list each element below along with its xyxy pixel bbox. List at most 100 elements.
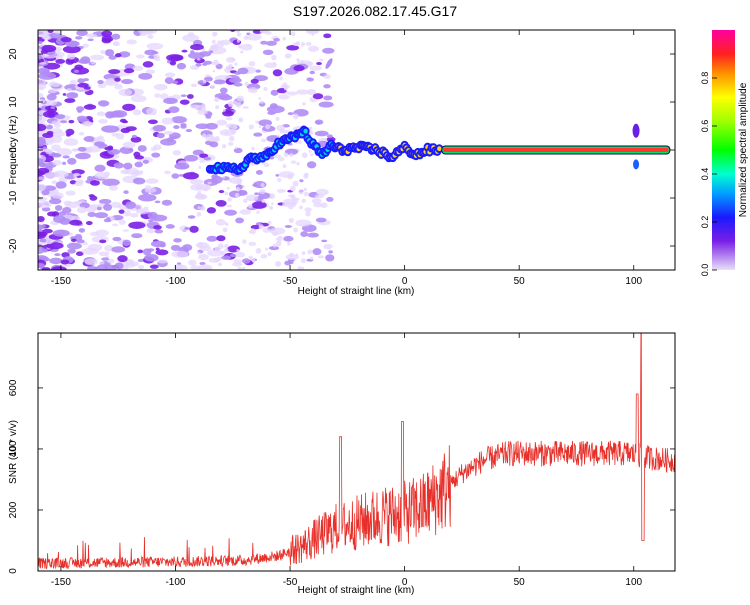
noise-blob	[147, 211, 158, 220]
noise-blob	[76, 251, 84, 257]
noise-speck	[296, 58, 300, 62]
noise-blob	[284, 225, 292, 228]
noise-blob	[313, 202, 323, 208]
noise-blob	[147, 34, 154, 39]
noise-speck	[224, 248, 229, 253]
noise-blob	[41, 44, 57, 53]
noise-blob	[83, 135, 96, 143]
noise-speck	[272, 62, 277, 66]
noise-blob	[260, 40, 268, 45]
noise-blob	[90, 54, 105, 61]
noise-speck	[265, 247, 268, 251]
noise-blob	[87, 175, 94, 181]
noise-blob	[320, 202, 328, 209]
noise-blob	[52, 159, 62, 166]
noise-speck	[225, 131, 229, 135]
noise-blob	[265, 40, 277, 46]
noise-blob	[285, 254, 299, 261]
noise-blob	[317, 255, 325, 259]
noise-blob	[198, 253, 209, 261]
noise-blob	[46, 211, 57, 217]
noise-speck	[289, 252, 294, 258]
noise-blob	[94, 164, 106, 172]
noise-blob	[263, 162, 270, 168]
noise-blob	[54, 46, 63, 52]
noise-blob	[143, 206, 149, 210]
noise-blob	[284, 260, 291, 266]
noise-blob	[305, 61, 314, 66]
noise-blob	[290, 160, 297, 164]
noise-blob	[262, 227, 271, 233]
noise-blob	[155, 249, 169, 256]
noise-blob	[190, 83, 197, 88]
noise-blob	[146, 42, 164, 50]
noise-speck	[228, 135, 235, 142]
spectrogram-ylabel: Frequency (Hz)	[8, 116, 19, 185]
colorbar-label: Normalized spectral amplitude	[738, 82, 749, 217]
snr-ytick-label: 200	[8, 501, 19, 518]
noise-blob	[48, 88, 57, 94]
noise-blob	[85, 221, 93, 226]
noise-blob	[132, 177, 146, 185]
noise-blob	[146, 228, 156, 234]
noise-blob	[316, 62, 322, 66]
noise-speck	[218, 262, 223, 267]
noise-blob	[101, 257, 110, 261]
noise-speck	[292, 180, 299, 187]
noise-blob	[326, 134, 333, 138]
noise-speck	[283, 152, 289, 157]
noise-blob	[77, 146, 87, 152]
noise-speck	[301, 198, 306, 203]
spectrogram-xtick-label: -150	[51, 276, 71, 287]
noise-speck	[214, 257, 218, 261]
noise-blob	[78, 131, 85, 136]
noise-speck	[270, 202, 274, 205]
noise-speck	[290, 185, 296, 192]
noise-blob	[187, 215, 196, 219]
noise-speck	[282, 164, 287, 169]
noise-blob	[43, 172, 56, 179]
noise-blob	[125, 263, 136, 268]
noise-blob	[189, 50, 195, 54]
noise-speck	[235, 101, 242, 108]
noise-blob	[306, 161, 317, 169]
noise-blob	[54, 204, 63, 212]
noise-speck	[272, 243, 277, 248]
noise-blob	[54, 253, 61, 257]
feature-blob	[633, 159, 640, 170]
noise-blob	[42, 132, 54, 139]
noise-blob	[111, 33, 121, 40]
noise-blob	[246, 32, 251, 36]
noise-speck	[293, 227, 298, 233]
noise-speck	[243, 198, 248, 203]
noise-speck	[240, 50, 244, 54]
noise-blob	[137, 249, 144, 254]
noise-speck	[237, 44, 243, 49]
noise-blob	[259, 189, 266, 195]
noise-speck	[295, 41, 300, 46]
noise-blob	[307, 45, 320, 52]
colorbar-ticks: 0.0 0.2 0.4 0.6 0.8	[700, 72, 717, 276]
noise-blob	[226, 204, 232, 208]
noise-blob	[137, 258, 145, 263]
noise-speck	[311, 33, 314, 37]
noise-blob	[59, 218, 71, 225]
noise-blob	[88, 194, 95, 198]
noise-blob	[62, 93, 67, 96]
noise-speck	[233, 124, 238, 129]
noise-blob	[328, 250, 333, 254]
noise-blob	[283, 235, 294, 242]
noise-blob	[112, 236, 122, 242]
noise-blob	[118, 51, 131, 58]
noise-blob	[49, 198, 62, 205]
noise-speck	[282, 82, 288, 88]
noise-blob	[326, 197, 334, 202]
noise-speck	[224, 222, 229, 226]
noise-blob	[64, 98, 76, 103]
noise-speck	[237, 266, 242, 270]
noise-blob	[287, 112, 294, 116]
noise-speck	[243, 35, 248, 40]
feature-blob	[325, 58, 333, 69]
noise-blob	[205, 122, 218, 130]
noise-blob	[118, 219, 126, 225]
